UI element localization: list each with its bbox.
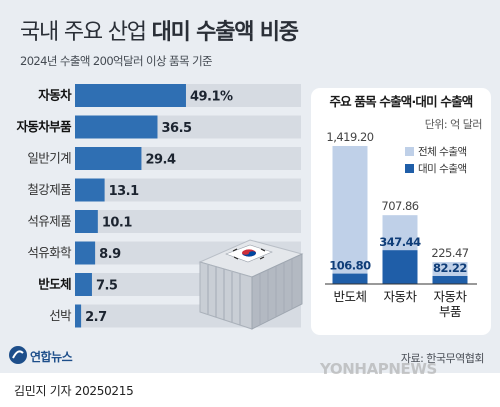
value-label: 29.4 xyxy=(145,153,176,168)
category-label: 철강제품 xyxy=(27,182,71,197)
bar-track xyxy=(75,178,301,202)
us-value-label: 347.44 xyxy=(379,235,421,249)
category-label: 자동차부품 xyxy=(16,119,72,134)
value-label: 7.5 xyxy=(96,279,118,294)
legend-label: 대미 수출액 xyxy=(418,163,467,175)
total-value-label: 1,419.20 xyxy=(326,130,373,144)
category-label: 선박 xyxy=(49,308,72,323)
value-label: 10.1 xyxy=(102,216,133,231)
bar xyxy=(75,304,82,328)
category-label: 석유제품 xyxy=(27,214,71,229)
value-label: 2.7 xyxy=(85,310,107,325)
bar-track xyxy=(75,210,301,233)
value-label: 8.9 xyxy=(99,247,121,262)
value-label: 36.5 xyxy=(161,121,192,136)
chart-title: 주요 품목 수출액·대미 수출액 xyxy=(329,94,472,109)
bar xyxy=(75,147,142,170)
us-value-label: 82.22 xyxy=(433,261,467,275)
category-label: 반도체 xyxy=(333,289,366,304)
us-export-bar xyxy=(382,250,418,284)
yonhap-logo-icon xyxy=(9,346,27,364)
title-emphasis: 대미 수출액 비중 xyxy=(151,20,299,45)
total-export-bar xyxy=(332,146,368,284)
legend-swatch xyxy=(405,147,414,156)
category-label: 자동차 xyxy=(383,289,417,304)
subtitle: 2024년 수출액 200억달러 이상 품목 기준 xyxy=(20,54,213,68)
page-title: 국내 주요 산업 대미 수출액 비중 xyxy=(20,14,299,46)
share-bar-chart: 자동차 49.1% 자동차부품 36.5 일반기계 29.4 철강제품 13.1 석유제품 10.… xyxy=(16,84,301,328)
bar xyxy=(75,241,96,265)
category-label: 자동차 xyxy=(38,88,72,103)
yonhap-logo: 연합뉴스 xyxy=(8,345,82,367)
byline: 김민지 기자 20250215 xyxy=(14,384,134,398)
shipping-container-illustration xyxy=(190,232,310,336)
logo-text: 연합뉴스 xyxy=(30,350,73,364)
value-label: 13.1 xyxy=(109,184,140,199)
bar xyxy=(75,210,98,233)
legend-label: 전체 수출액 xyxy=(418,146,467,158)
bar xyxy=(75,273,92,296)
category-label: 자동차 xyxy=(433,289,467,304)
legend-swatch xyxy=(405,164,414,173)
category-label: 부품 xyxy=(439,304,461,319)
bar xyxy=(75,115,158,139)
us-export-bar xyxy=(332,273,368,284)
us-export-bar xyxy=(432,276,468,284)
total-value-label: 225.47 xyxy=(431,246,468,260)
korean-flag-icon xyxy=(225,244,273,263)
title-prefix: 국내 주요 산업 xyxy=(20,20,147,45)
us-value-label: 106.80 xyxy=(329,259,371,273)
total-value-label: 707.86 xyxy=(381,199,418,213)
category-label: 일반기계 xyxy=(27,151,71,166)
watermark: YONHAPNEWS xyxy=(320,360,437,378)
bar xyxy=(75,84,186,107)
unit-label: 단위: 억 달러 xyxy=(425,118,482,131)
category-label: 석유화학 xyxy=(27,245,72,260)
value-label: 49.1% xyxy=(190,90,233,105)
category-label: 반도체 xyxy=(38,277,71,292)
bar xyxy=(75,178,105,202)
source-note: 자료: 한국무역협회 xyxy=(400,352,485,365)
